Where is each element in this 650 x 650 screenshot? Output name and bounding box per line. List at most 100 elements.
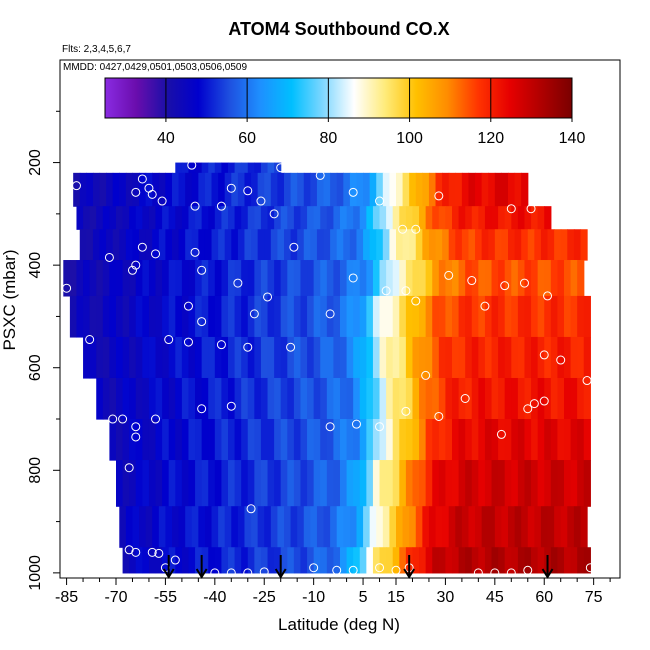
observation-point <box>348 565 358 575</box>
heatmap-cell <box>419 206 427 230</box>
heatmap-cell <box>531 419 539 461</box>
heatmap-cell <box>228 260 236 297</box>
heatmap-cell <box>320 419 328 461</box>
heatmap-cell <box>491 460 499 507</box>
observation-point <box>151 249 161 259</box>
heatmap-cell <box>491 260 499 297</box>
heatmap-cell <box>277 506 285 548</box>
heatmap-cell <box>307 206 315 230</box>
heatmap-cell <box>267 419 275 461</box>
heatmap-cell <box>471 336 479 379</box>
heatmap-cell <box>247 377 255 420</box>
heatmap-cell <box>445 260 453 297</box>
heatmap-cell <box>425 419 433 461</box>
heatmap-cell <box>468 229 476 261</box>
heatmap-cell <box>484 547 493 574</box>
heatmap-cell <box>488 229 496 261</box>
heatmap-cell <box>287 260 295 297</box>
heatmap-cell <box>119 172 127 207</box>
heatmap-cell <box>214 377 223 420</box>
heatmap-cell <box>498 460 506 507</box>
heatmap-cell <box>432 206 440 230</box>
heatmap-cell <box>96 295 104 338</box>
heatmap-cell <box>214 547 223 574</box>
heatmap-cell <box>438 460 447 507</box>
observation-point <box>401 286 411 296</box>
heatmap-cell <box>86 229 94 261</box>
y-tick-label: 200 <box>27 149 44 176</box>
x-tick-label: -55 <box>154 589 177 606</box>
heatmap-cell <box>162 260 170 297</box>
observation-point <box>108 414 118 424</box>
heatmap-cell <box>241 206 249 230</box>
heatmap-cell <box>188 260 196 297</box>
heatmap-cell <box>191 506 199 548</box>
heatmap-cell <box>201 419 209 461</box>
heatmap-cell <box>106 229 114 261</box>
heatmap-cell <box>521 172 529 207</box>
heatmap-cell <box>274 295 282 338</box>
heatmap-cell <box>412 419 420 461</box>
heatmap-cell <box>234 460 242 507</box>
heatmap-cell <box>511 336 519 379</box>
observation-point <box>434 411 444 421</box>
heatmap-cell <box>458 206 466 230</box>
heatmap-cell <box>544 419 552 461</box>
heatmap-cell <box>168 419 176 461</box>
heatmap-cell <box>254 419 262 461</box>
heatmap-cell <box>102 377 111 420</box>
heatmap-cell <box>221 460 229 507</box>
heatmap-cell <box>307 377 315 420</box>
heatmap-cell <box>465 460 473 507</box>
heatmap-cell <box>544 295 552 338</box>
heatmap-cell <box>550 547 559 574</box>
observation-point <box>226 183 236 193</box>
heatmap-cell <box>264 506 272 548</box>
observation-point <box>170 555 180 565</box>
heatmap-cell <box>484 336 493 379</box>
heatmap-cell <box>557 460 565 507</box>
heatmap-cell <box>359 260 367 297</box>
heatmap-cells <box>63 162 591 574</box>
heatmap-cell <box>399 336 407 379</box>
heatmap-cell <box>422 229 430 261</box>
arrow-marker <box>541 555 554 579</box>
heatmap-cell <box>333 260 341 297</box>
observation-point <box>259 567 269 577</box>
heatmap-cell <box>402 229 410 261</box>
heatmap-cell <box>99 229 107 261</box>
x-tick-label: 45 <box>486 589 504 606</box>
heatmap-cell <box>405 419 414 461</box>
heatmap-cell <box>422 172 430 207</box>
heatmap-cell <box>237 506 246 548</box>
heatmap-cell <box>323 172 331 207</box>
heatmap-cell <box>155 547 163 574</box>
heatmap-cell <box>326 419 335 461</box>
heatmap-cell <box>346 336 354 379</box>
heatmap-cell <box>83 260 91 297</box>
heatmap-cell <box>564 460 572 507</box>
heatmap-cell <box>83 336 91 379</box>
heatmap-cell <box>392 460 400 507</box>
heatmap-cell <box>435 172 443 207</box>
heatmap-cell <box>254 295 262 338</box>
heatmap-cell <box>359 336 367 379</box>
heatmap-cell <box>76 206 84 230</box>
heatmap-cell <box>353 547 361 574</box>
heatmap-cell <box>195 260 203 297</box>
heatmap-cell <box>132 172 140 207</box>
heatmap-cell <box>320 295 328 338</box>
heatmap-cell <box>392 206 400 230</box>
heatmap-cell <box>340 260 348 297</box>
heatmap-cell <box>445 336 453 379</box>
heatmap-cell <box>369 506 377 548</box>
heatmap-cell <box>221 206 229 230</box>
heatmap-cell <box>494 506 503 548</box>
heatmap-cell <box>501 506 509 548</box>
heatmap-cell <box>340 336 348 379</box>
heatmap-cell <box>550 295 559 338</box>
heatmap-cell <box>234 295 242 338</box>
heatmap-cell <box>353 336 361 379</box>
heatmap-cell <box>531 336 539 379</box>
heatmap-cell <box>402 506 410 548</box>
